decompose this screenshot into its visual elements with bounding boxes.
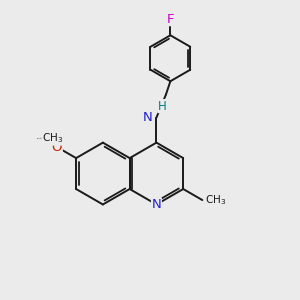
Text: N: N xyxy=(152,198,161,211)
Text: methoxy: methoxy xyxy=(37,138,43,139)
Text: F: F xyxy=(167,13,174,26)
Text: CH$_3$: CH$_3$ xyxy=(205,193,226,207)
Text: O: O xyxy=(52,141,62,154)
Text: H: H xyxy=(158,100,167,112)
Text: N: N xyxy=(143,111,153,124)
Text: CH$_3$: CH$_3$ xyxy=(42,131,63,145)
